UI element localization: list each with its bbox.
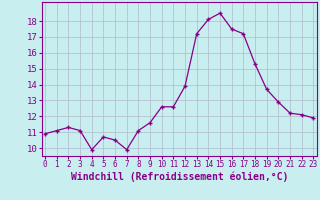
X-axis label: Windchill (Refroidissement éolien,°C): Windchill (Refroidissement éolien,°C) [70, 172, 288, 182]
